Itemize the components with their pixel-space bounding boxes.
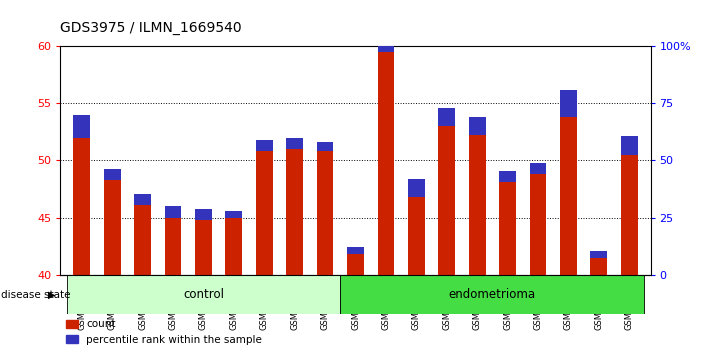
Bar xyxy=(560,117,577,275)
Bar xyxy=(469,117,486,135)
Bar xyxy=(530,163,546,174)
Bar xyxy=(469,135,486,275)
Bar xyxy=(134,194,151,205)
Text: ▶: ▶ xyxy=(48,290,56,299)
Bar xyxy=(439,126,455,275)
Text: control: control xyxy=(183,288,224,301)
Bar xyxy=(439,108,455,126)
Bar xyxy=(195,209,212,220)
Text: GDS3975 / ILMN_1669540: GDS3975 / ILMN_1669540 xyxy=(60,21,242,35)
Bar xyxy=(165,218,181,275)
Bar xyxy=(134,205,151,275)
Bar xyxy=(621,136,638,155)
Text: endometrioma: endometrioma xyxy=(449,288,536,301)
Legend: count, percentile rank within the sample: count, percentile rank within the sample xyxy=(65,319,262,345)
Bar xyxy=(347,247,364,255)
Bar xyxy=(408,179,424,197)
Bar xyxy=(73,138,90,275)
Bar xyxy=(560,90,577,117)
Bar xyxy=(347,255,364,275)
Bar xyxy=(256,152,272,275)
Bar xyxy=(104,169,120,180)
Bar xyxy=(73,115,90,138)
Bar xyxy=(225,211,242,218)
Bar xyxy=(316,142,333,152)
Bar xyxy=(591,258,607,275)
FancyBboxPatch shape xyxy=(341,275,644,314)
Text: disease state: disease state xyxy=(1,290,71,299)
Bar xyxy=(225,218,242,275)
Bar xyxy=(499,182,516,275)
FancyBboxPatch shape xyxy=(67,275,341,314)
Bar xyxy=(316,152,333,275)
Bar xyxy=(256,140,272,152)
Bar xyxy=(165,206,181,218)
Bar xyxy=(621,155,638,275)
Bar xyxy=(530,174,546,275)
Bar xyxy=(287,138,303,149)
Bar xyxy=(378,52,395,275)
Bar xyxy=(104,180,120,275)
Bar xyxy=(499,171,516,182)
Bar xyxy=(287,149,303,275)
Bar xyxy=(378,17,395,52)
Bar xyxy=(195,220,212,275)
Bar xyxy=(591,251,607,258)
Bar xyxy=(408,197,424,275)
